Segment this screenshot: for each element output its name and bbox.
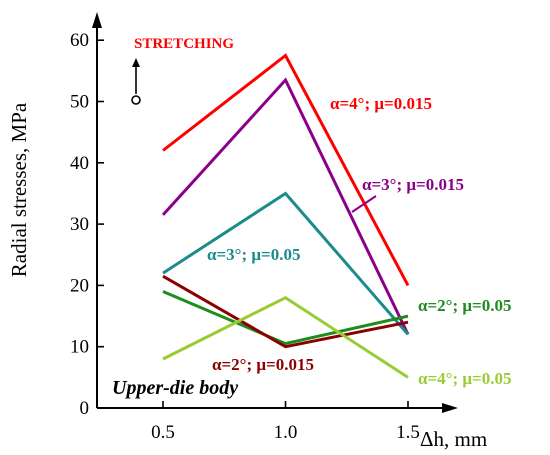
x-ticks: 0.5 1.0 1.5 — [151, 401, 420, 443]
stretching-annotation: STRETCHING — [134, 36, 234, 52]
y-axis-arrow-icon — [92, 12, 102, 28]
label-leaders — [351, 195, 377, 213]
series-labels: α=4°; μ=0.015 α=3°; μ=0.015 α=3°; μ=0.05 α=… — [207, 94, 511, 388]
series-line-3 — [162, 191, 410, 336]
series-lines — [161, 53, 410, 379]
series-line-1 — [162, 53, 410, 287]
y-axis-title: Radial stresses, MPa — [7, 102, 31, 277]
x-axis-title: Δh, mm — [420, 427, 487, 451]
x-tick-label: 1.0 — [274, 422, 298, 443]
y-tick-label: 40 — [70, 153, 89, 174]
series-label-6: α=4°; μ=0.05 — [418, 369, 511, 388]
series-label-4: α=2°; μ=0.05 — [418, 296, 511, 315]
series-label-2: α=3°; μ=0.015 — [362, 175, 464, 194]
series-label-3: α=3°; μ=0.05 — [207, 245, 300, 264]
y-ticks: 0 10 20 30 40 50 60 — [70, 30, 104, 419]
stretching-arrow-icon — [131, 58, 141, 105]
x-tick-label: 1.5 — [396, 422, 420, 443]
series-line-4 — [162, 290, 409, 346]
series-label-5: α=2°; μ=0.015 — [212, 355, 314, 374]
series-label-1: α=4°; μ=0.015 — [330, 94, 432, 113]
y-tick-label: 30 — [70, 214, 89, 235]
axes — [92, 12, 458, 413]
x-axis-arrow-icon — [442, 403, 458, 413]
series-line-6 — [162, 295, 409, 379]
x-tick-label: 0.5 — [151, 422, 175, 443]
series-line-2 — [161, 77, 410, 336]
upper-die-body-annotation: Upper-die body — [112, 377, 238, 399]
label-leader-line — [351, 195, 377, 213]
y-tick-label: 10 — [70, 337, 89, 358]
y-tick-label: 60 — [70, 30, 89, 51]
y-tick-label: 20 — [70, 275, 89, 296]
series-line-5 — [162, 274, 409, 349]
y-tick-label: 50 — [70, 92, 89, 113]
y-tick-label: 0 — [80, 398, 90, 419]
